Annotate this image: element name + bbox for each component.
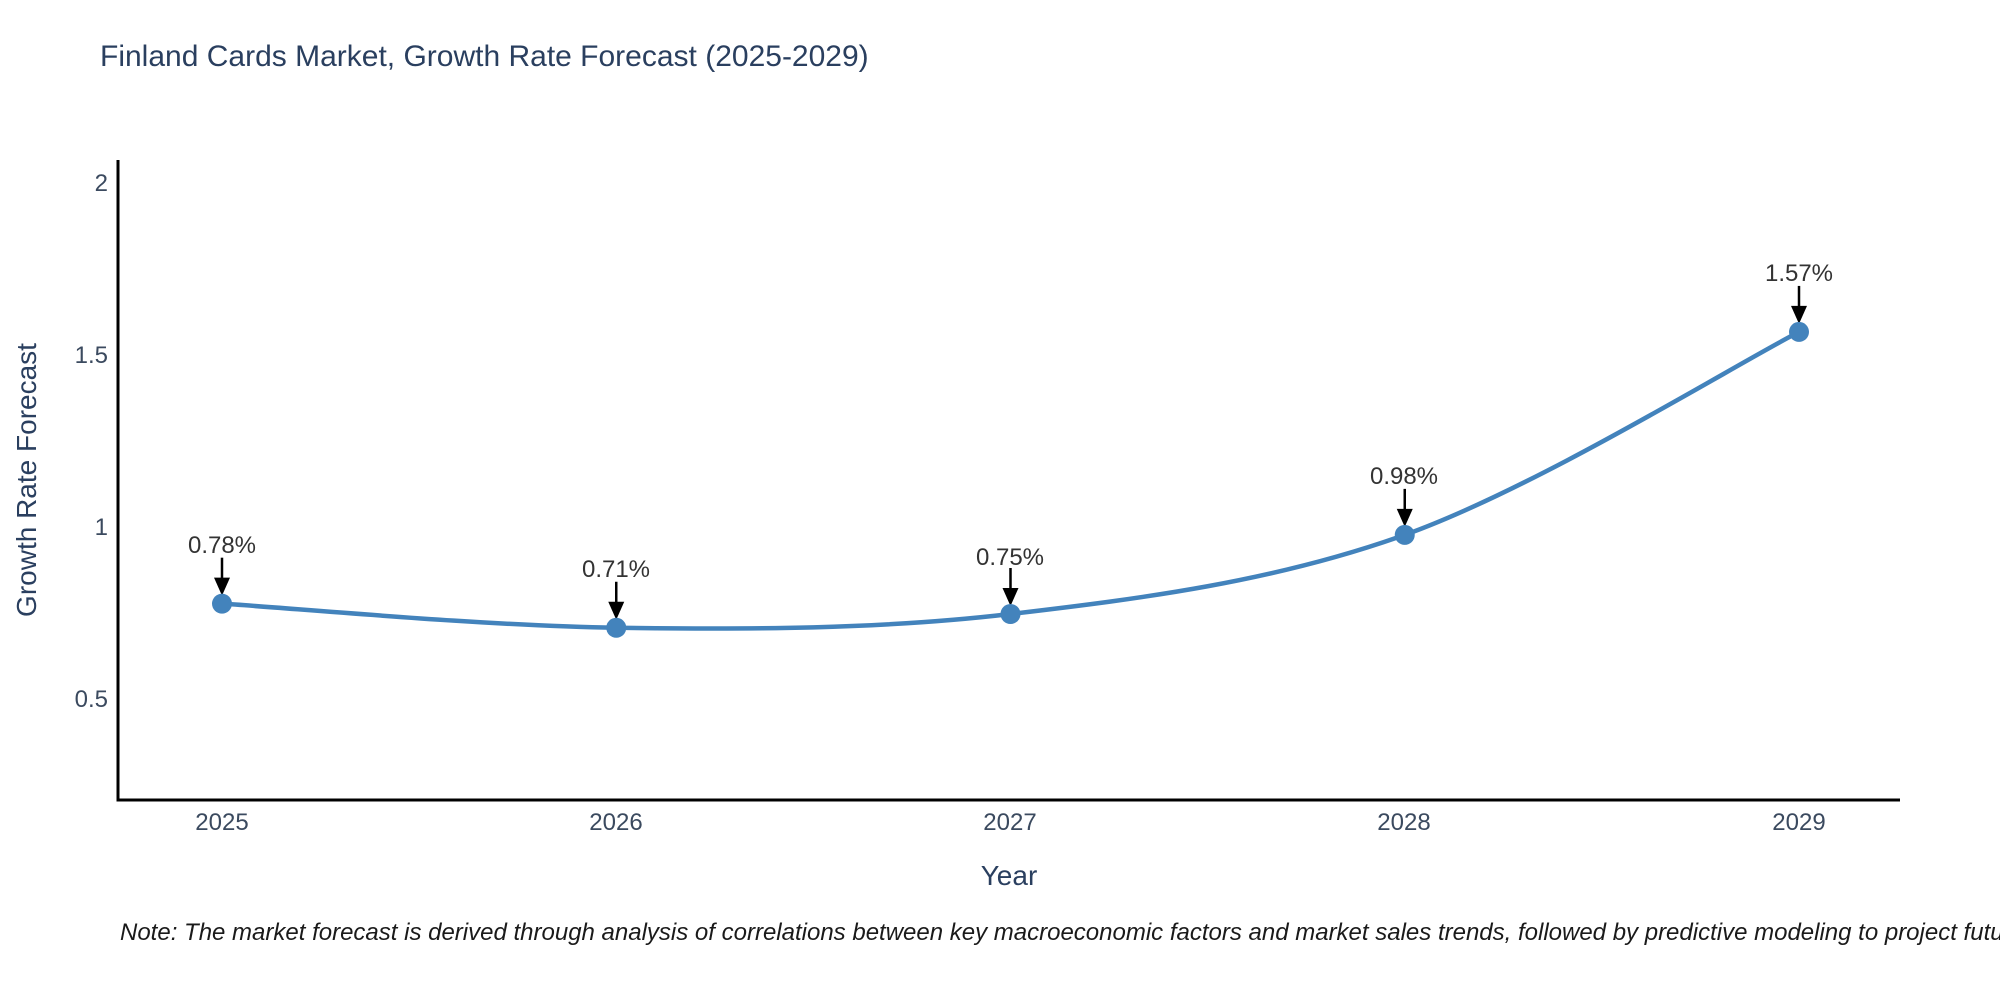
data-point-markers	[212, 321, 1809, 638]
y-tick-label-2: 2	[94, 170, 108, 197]
annotation-label-2029: 1.57%	[1764, 260, 1834, 287]
y-tick-label-1-5: 1.5	[74, 342, 108, 369]
y-tick-label-0-5: 0.5	[74, 686, 108, 713]
x-tick-label-2028: 2028	[1377, 809, 1431, 836]
axis-lines	[116, 160, 1900, 802]
x-tick-label-2026: 2026	[589, 809, 643, 836]
x-tick-label-2027: 2027	[983, 809, 1037, 836]
annotation-label-2028: 0.98%	[1369, 463, 1439, 490]
data-point-marker	[606, 617, 627, 638]
x-tick-label-2025: 2025	[195, 809, 249, 836]
annotation-arrow-head	[1791, 305, 1807, 324]
y-axis-title: Growth Rate Forecast	[11, 343, 42, 617]
y-tick-label-1: 1	[94, 514, 108, 541]
annotation-arrow-head	[608, 601, 625, 620]
x-tick-label-2029: 2029	[1772, 809, 1826, 836]
data-point-marker	[1000, 604, 1021, 624]
annotation-arrows	[214, 285, 1807, 620]
footnote-text: Note: The market forecast is derived thr…	[120, 919, 2000, 946]
annotation-arrow-head	[1002, 588, 1019, 606]
annotation-label-2026: 0.71%	[581, 556, 651, 583]
chart-title: Finland Cards Market, Growth Rate Foreca…	[100, 40, 869, 73]
data-point-marker	[1394, 524, 1415, 545]
annotation-arrow-head	[214, 577, 230, 596]
annotation-arrow-head	[1396, 508, 1413, 527]
annotation-label-2025: 0.78%	[187, 532, 257, 559]
x-axis-title: Year	[980, 860, 1038, 891]
data-point-marker	[1789, 321, 1809, 342]
data-point-marker	[212, 593, 232, 614]
annotation-label-2027: 0.75%	[975, 544, 1045, 571]
